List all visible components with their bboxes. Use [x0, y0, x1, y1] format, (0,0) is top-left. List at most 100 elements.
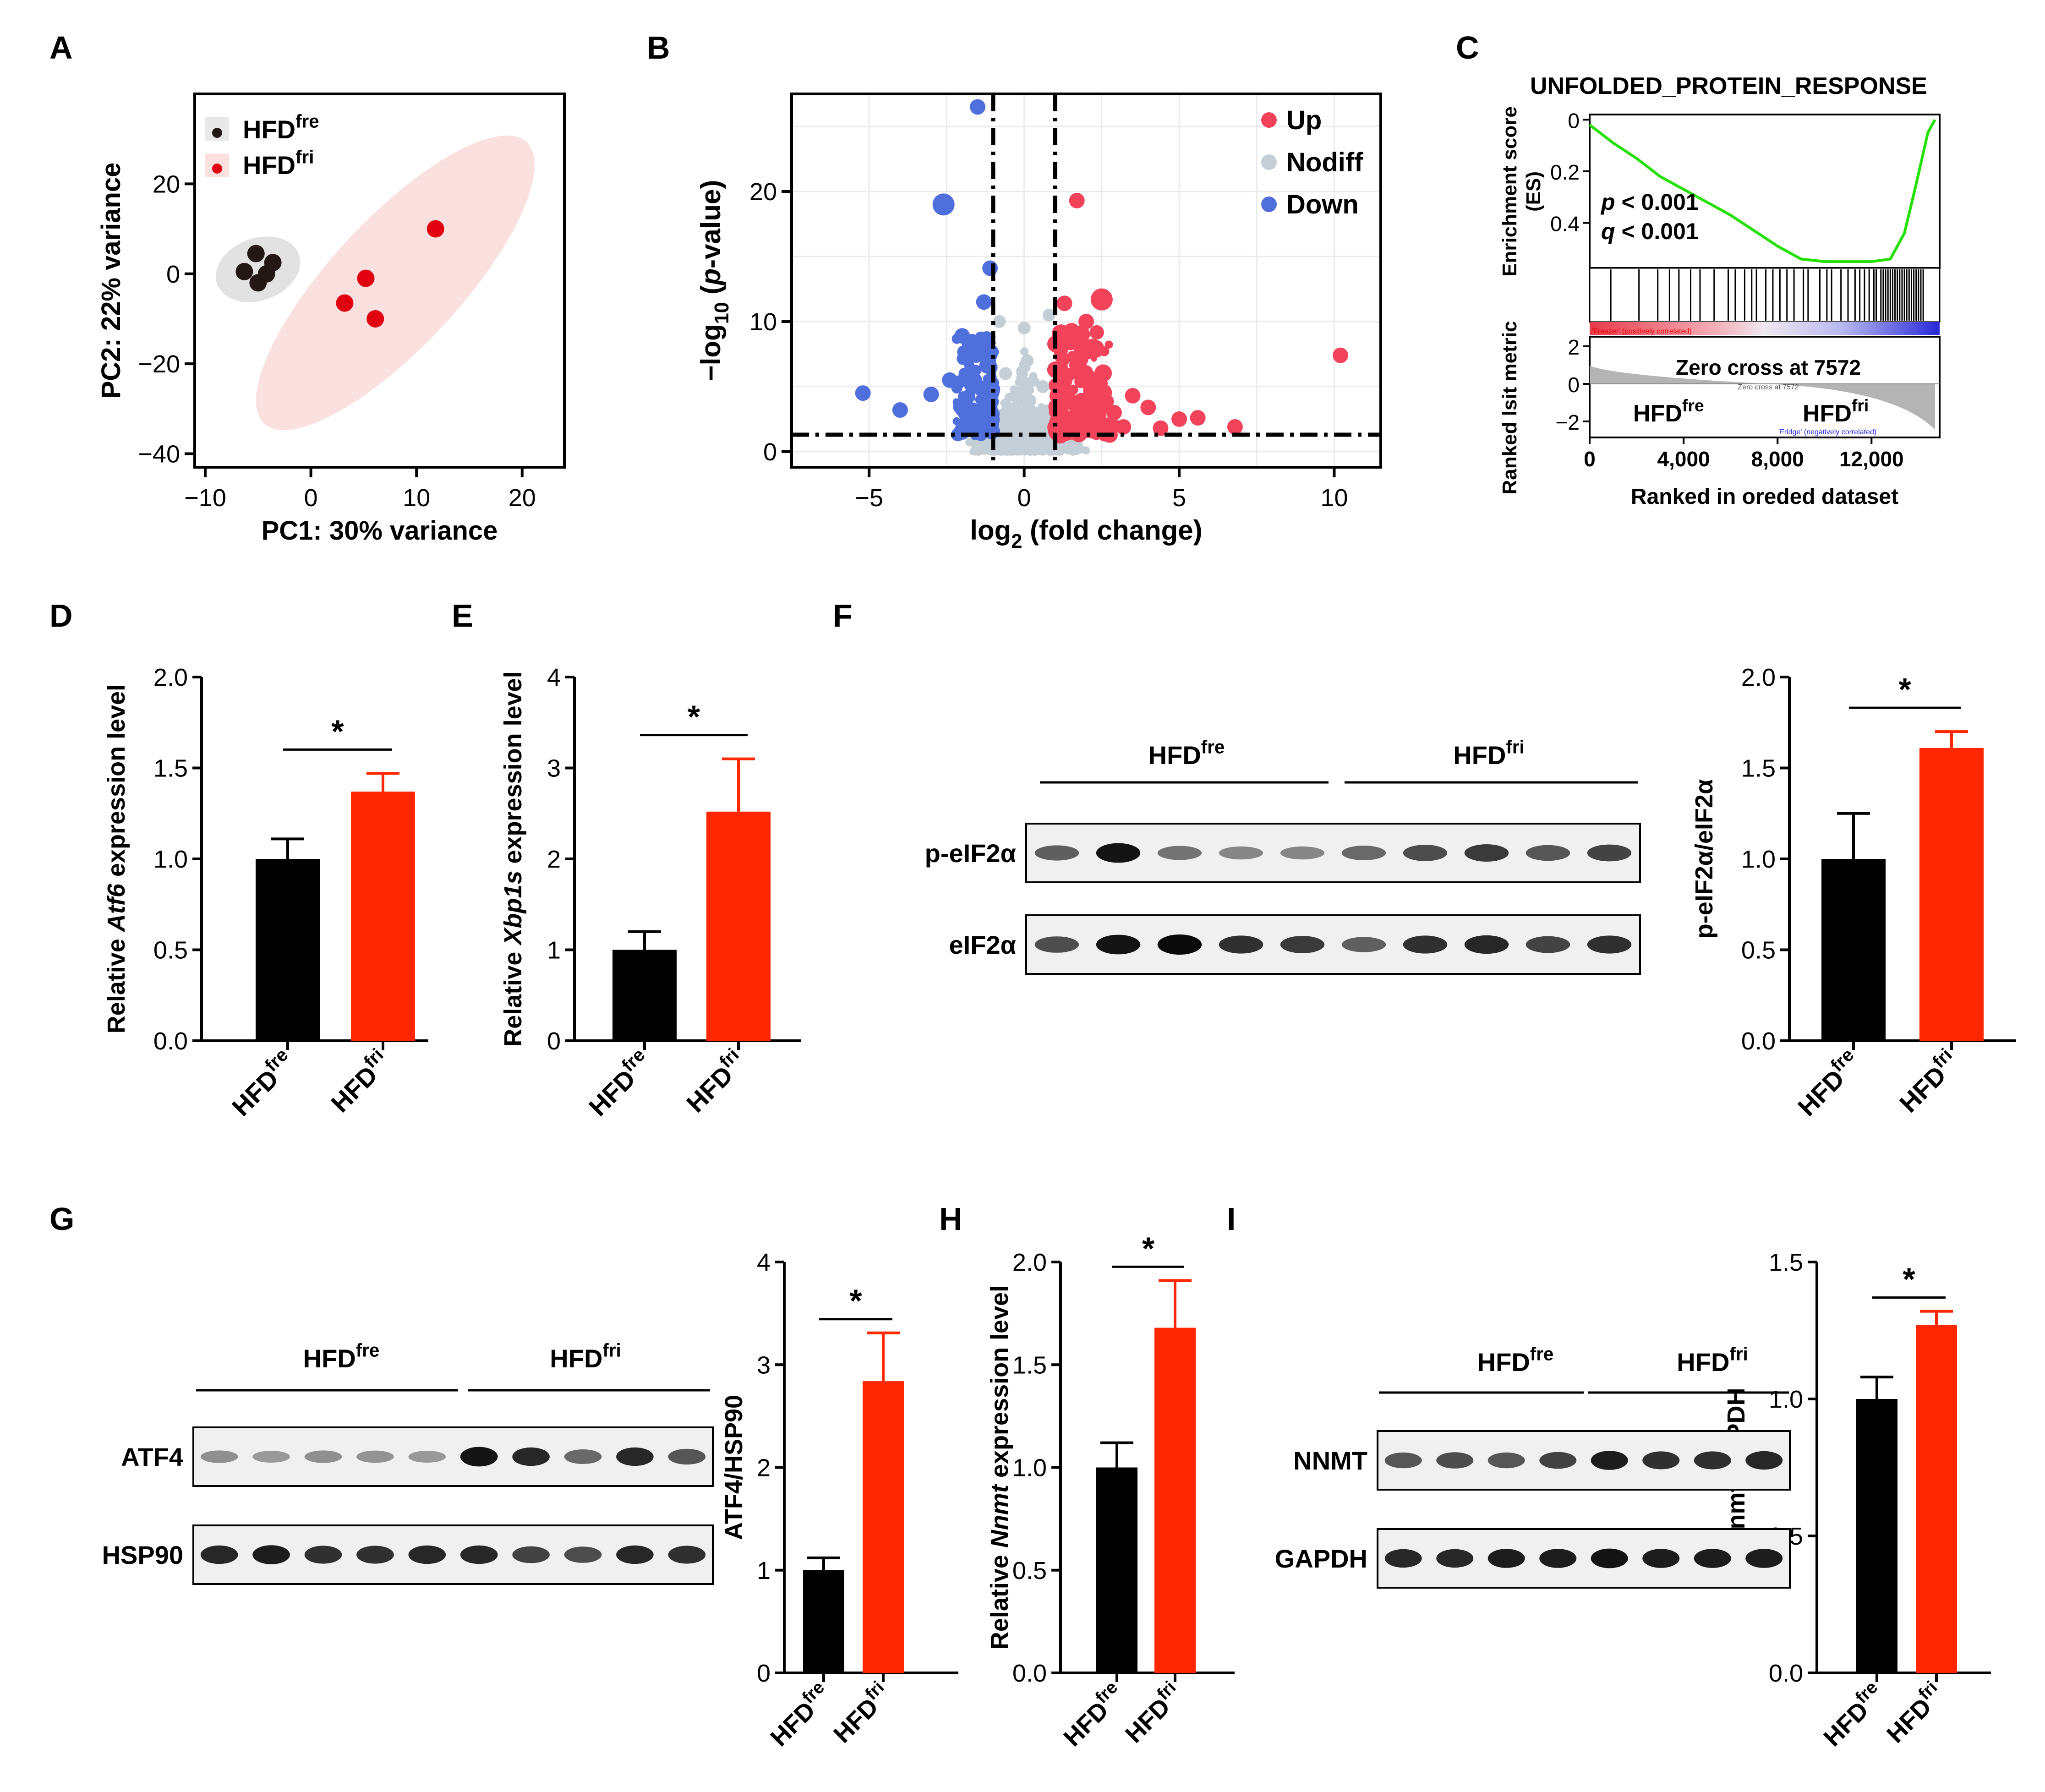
y-tick-label: −2: [1556, 410, 1580, 434]
up-point: [1106, 404, 1122, 421]
legend-marker-hfd-fri: [212, 164, 222, 174]
group-label-hfd-fri-part: fri: [1852, 396, 1869, 415]
y-tick-label: 1.5: [1012, 1351, 1047, 1379]
category-label: HFDfre: [762, 1677, 837, 1752]
blot-group-label-hfd-fri-part: HFD: [550, 1344, 602, 1373]
blot-band: [1403, 845, 1448, 861]
up-point: [1056, 295, 1072, 311]
group-label-hfd-fri: HFDfri: [1803, 396, 1869, 427]
panel-letter-D: D: [49, 598, 73, 634]
y-tick-label: 0.5: [1012, 1557, 1047, 1584]
blot-band: [564, 1449, 602, 1464]
y-tick-label: 0.4: [1550, 212, 1580, 236]
blot-group-label-hfd-fri-part: fri: [1729, 1343, 1748, 1364]
bar-hfd-fre: [256, 859, 320, 1041]
metric-axis-label: Ranked lsit metric: [1498, 321, 1521, 494]
up-point: [1091, 395, 1104, 408]
y-tick-label: −40: [138, 441, 180, 468]
x-tick-label: 10: [403, 484, 430, 512]
es-axis-label: Enrichment score: [1498, 106, 1521, 277]
blot-band: [1034, 936, 1079, 953]
y-tick-label: 2: [547, 846, 561, 873]
y-axis-label-part: Relative: [986, 1548, 1013, 1650]
freezer-label: 'Freezer' (positively correlated): [1592, 328, 1692, 335]
nodiff-point: [1040, 416, 1049, 425]
blot-group-label-hfd-fri-part: fri: [602, 1339, 621, 1360]
up-point: [1084, 372, 1100, 388]
q-value-label-part: < 0.001: [1615, 219, 1699, 244]
nodiff-point: [1012, 419, 1025, 432]
nodiff-point: [1064, 440, 1077, 453]
bar-hfd-fri: [706, 811, 771, 1041]
blot-group-label-hfd-fre-part: HFD: [1477, 1348, 1530, 1377]
blot-band: [252, 1451, 290, 1463]
blot-band: [356, 1450, 394, 1463]
blot-band: [1341, 846, 1386, 860]
panel-letter-E: E: [452, 598, 473, 634]
up-point: [1091, 407, 1107, 423]
significance-marker: *: [1903, 1262, 1915, 1297]
x-tick-label: 0: [304, 484, 318, 512]
nodiff-point: [1024, 382, 1033, 390]
up-point: [1153, 420, 1169, 436]
significance-marker: *: [849, 1283, 862, 1319]
bar-hfd-fri: [1916, 1325, 1957, 1673]
p-value-label-part: < 0.001: [1615, 189, 1699, 215]
nodiff-point: [1017, 322, 1031, 335]
zero-cross-small-label: Zero cross at 7572: [1738, 383, 1799, 391]
y-axis-label-part: expression level: [499, 671, 527, 870]
nodiff-point: [995, 440, 1004, 448]
nodiff-point: [1003, 412, 1012, 421]
hfd-fri-confidence-ellipse: [256, 135, 535, 431]
y-tick-label: −20: [138, 350, 180, 378]
up-point: [1063, 334, 1079, 350]
legend-label-down: Down: [1286, 190, 1359, 219]
chart-title: UNFOLDED_PROTEIN_RESPONSE: [1530, 73, 1927, 99]
y-tick-label: 2: [1568, 335, 1580, 359]
blot-band: [1539, 1549, 1577, 1568]
group-label-hfd-fre: HFDfre: [1633, 396, 1704, 427]
blot-band: [1280, 936, 1325, 953]
y-axis-label-part: Nnmt: [986, 1484, 1013, 1548]
legend-label-hfd-fre: HFDfre: [243, 110, 319, 144]
blot-band: [1436, 1549, 1474, 1568]
up-point: [1083, 388, 1092, 396]
y-axis-label-part: Xbp1s: [499, 871, 527, 946]
y-tick-label: 0.5: [1741, 937, 1776, 964]
y-axis-label: p-eIF2α/eIF2α: [1690, 779, 1718, 939]
x-axis-label: PC1: 30% variance: [262, 516, 498, 546]
ranked-metric-area: [1590, 366, 1935, 430]
legend-marker-hfd-fre: [212, 128, 222, 138]
blot-group-label-hfd-fri-part: HFD: [1677, 1348, 1729, 1377]
blot-band: [1384, 1549, 1422, 1568]
y-tick-label: 0.0: [1741, 1027, 1776, 1055]
significance-marker: *: [1142, 1230, 1155, 1266]
blot-band: [460, 1447, 498, 1467]
nodiff-point: [1006, 393, 1015, 402]
pca-point: [426, 220, 444, 238]
x-tick-label: 4,000: [1657, 447, 1710, 471]
up-point: [1190, 410, 1206, 426]
up-point: [1115, 419, 1132, 435]
y-tick-label: 2.0: [1741, 664, 1776, 691]
x-axis-label: Ranked in oreded dataset: [1631, 485, 1898, 509]
x-tick-label: 5: [1172, 484, 1186, 512]
y-axis-label-part: p: [695, 268, 726, 286]
x-tick-label: −5: [855, 484, 883, 512]
legend-label-hfd-fri-part: fri: [295, 146, 314, 167]
nodiff-point: [1077, 445, 1085, 453]
blot-group-label-hfd-fri: HFDfri: [1677, 1343, 1748, 1377]
y-tick-label: 1.0: [1741, 846, 1776, 873]
up-point: [1089, 325, 1104, 340]
down-point: [962, 426, 971, 434]
y-tick-label: 1.5: [1769, 1249, 1803, 1276]
blot-band: [1587, 844, 1632, 862]
panel-letter-F: F: [833, 598, 853, 634]
blot-band: [1219, 846, 1263, 860]
blot-group-label-hfd-fre-part: fre: [1201, 736, 1225, 757]
